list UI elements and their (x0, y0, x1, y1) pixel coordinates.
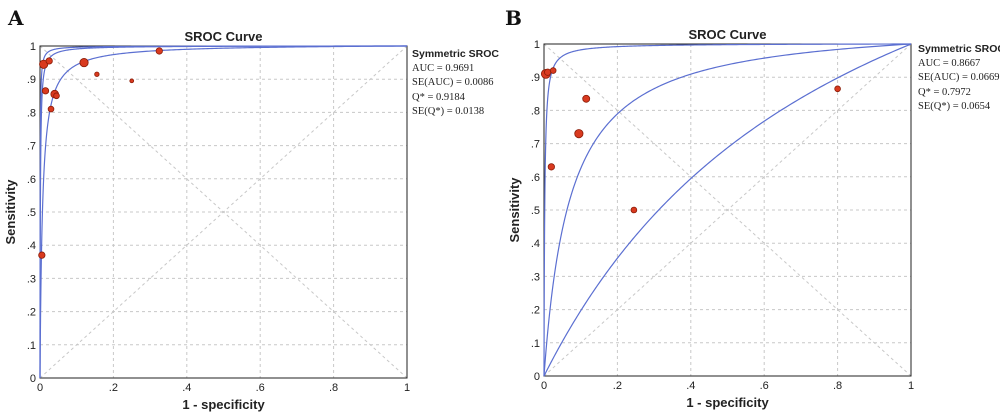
study-point (549, 67, 557, 74)
y-tick-label: .9 (531, 72, 540, 84)
sroc-chart-a: 0 .2 .4 .6 .8 1 0 .1 .2 .3 .4 .5 .6 .7 .8 .9 1 SROC Curve… (3, 29, 410, 412)
panel-b: B 0 .2 .4 .6 .8 1 0 .1 .2 .3 .4 .5 .6 .7 .8 .9 1 SROC Cur… (505, 0, 1000, 413)
y-tick-label: .6 (27, 174, 36, 186)
q-star-reference-line (543, 43, 912, 377)
chart-title: SROC Curve (184, 29, 262, 44)
y-tick-label: .7 (531, 139, 540, 151)
stat-se-q-star: SE(Q*) = 0.0138 (412, 106, 485, 117)
sroc-curve-line (39, 45, 407, 378)
y-tick-label: .3 (531, 271, 540, 283)
stats-title: Symmetric SROC (918, 43, 1000, 55)
study-point (47, 105, 55, 113)
sroc-chart-b: 0 .2 .4 .6 .8 1 0 .1 .2 .3 .4 .5 .6 .7 .8 .9 1 SROC Curve… (507, 27, 914, 410)
y-tick-label: 1 (30, 41, 36, 53)
study-point (630, 206, 638, 214)
q-star-reference-line (39, 45, 408, 379)
x-tick-label: 0 (541, 380, 547, 392)
sroc-curve-line (543, 43, 912, 376)
y-tick-label: .5 (27, 207, 36, 219)
study-point (79, 58, 89, 68)
y-tick-label: .1 (27, 340, 36, 352)
y-tick-label: .3 (27, 273, 36, 285)
x-tick-label: .8 (833, 380, 842, 392)
panel-a: A 0 .2 .4 .6 .8 1 0 .1 .2 .3 .4 .5 .6 .7 .8 .9 1 SROC Cur… (3, 6, 499, 412)
y-tick-label: 0 (534, 371, 540, 383)
study-point (41, 87, 50, 95)
x-axis-title: 1 - specificity (686, 395, 769, 410)
x-tick-label: 0 (37, 382, 43, 394)
x-tick-label: 1 (908, 380, 914, 392)
stat-auc: AUC = 0.8667 (918, 57, 981, 69)
study-point (53, 92, 60, 100)
sroc-curve-line (543, 43, 912, 377)
x-tick-label: .8 (329, 382, 338, 394)
y-tick-label: .7 (27, 141, 36, 153)
x-tick-label: .4 (686, 380, 695, 392)
stat-auc: AUC = 0.9691 (412, 62, 475, 74)
stat-se-auc: SE(AUC) = 0.0669 (918, 72, 1000, 83)
stat-se-auc: SE(AUC) = 0.0086 (412, 77, 494, 88)
y-tick-label: .8 (531, 105, 540, 117)
chart-title: SROC Curve (688, 27, 766, 42)
study-point (574, 129, 584, 139)
y-tick-label: .9 (27, 74, 36, 86)
stats-title: Symmetric SROC (412, 48, 499, 60)
x-tick-label: .4 (182, 382, 191, 394)
study-point (38, 251, 46, 259)
y-tick-label: .2 (531, 305, 540, 317)
study-point (547, 163, 555, 171)
y-tick-label: .1 (531, 338, 540, 350)
stat-q-star: Q* = 0.7972 (918, 86, 971, 98)
study-point (544, 68, 552, 76)
y-tick-label: .8 (27, 107, 36, 119)
y-tick-label: 0 (30, 373, 36, 385)
y-tick-label: .6 (531, 172, 540, 184)
x-tick-label: .2 (109, 382, 118, 394)
study-point (834, 85, 841, 93)
x-tick-label: .2 (613, 380, 622, 392)
stat-q-star: Q* = 0.9184 (412, 91, 465, 103)
y-axis-title: Sensitivity (507, 177, 522, 243)
panel-letter: B (505, 6, 522, 30)
study-point (129, 78, 135, 84)
y-tick-label: .4 (27, 240, 36, 252)
study-point (94, 71, 100, 77)
y-tick-label: 1 (534, 39, 540, 51)
stats-legend: Symmetric SROC AUC = 0.8667 SE(AUC) = 0.… (918, 42, 1000, 115)
x-tick-label: 1 (404, 382, 410, 394)
x-axis-title: 1 - specificity (182, 397, 265, 412)
stats-legend: Symmetric SROC AUC = 0.9691 SE(AUC) = 0.… (412, 47, 499, 120)
study-point (45, 57, 53, 65)
y-tick-label: .2 (27, 307, 36, 319)
sroc-curve-line (543, 43, 912, 377)
y-axis-title: Sensitivity (3, 179, 18, 245)
study-point (582, 94, 591, 103)
panel-letter: A (8, 6, 24, 30)
study-point (155, 47, 163, 55)
y-tick-label: .4 (531, 238, 540, 250)
stat-se-q-star: SE(Q*) = 0.0654 (918, 101, 991, 112)
plot-frame (543, 43, 912, 377)
x-tick-label: .6 (256, 382, 265, 394)
x-tick-label: .6 (760, 380, 769, 392)
y-tick-label: .5 (531, 205, 540, 217)
